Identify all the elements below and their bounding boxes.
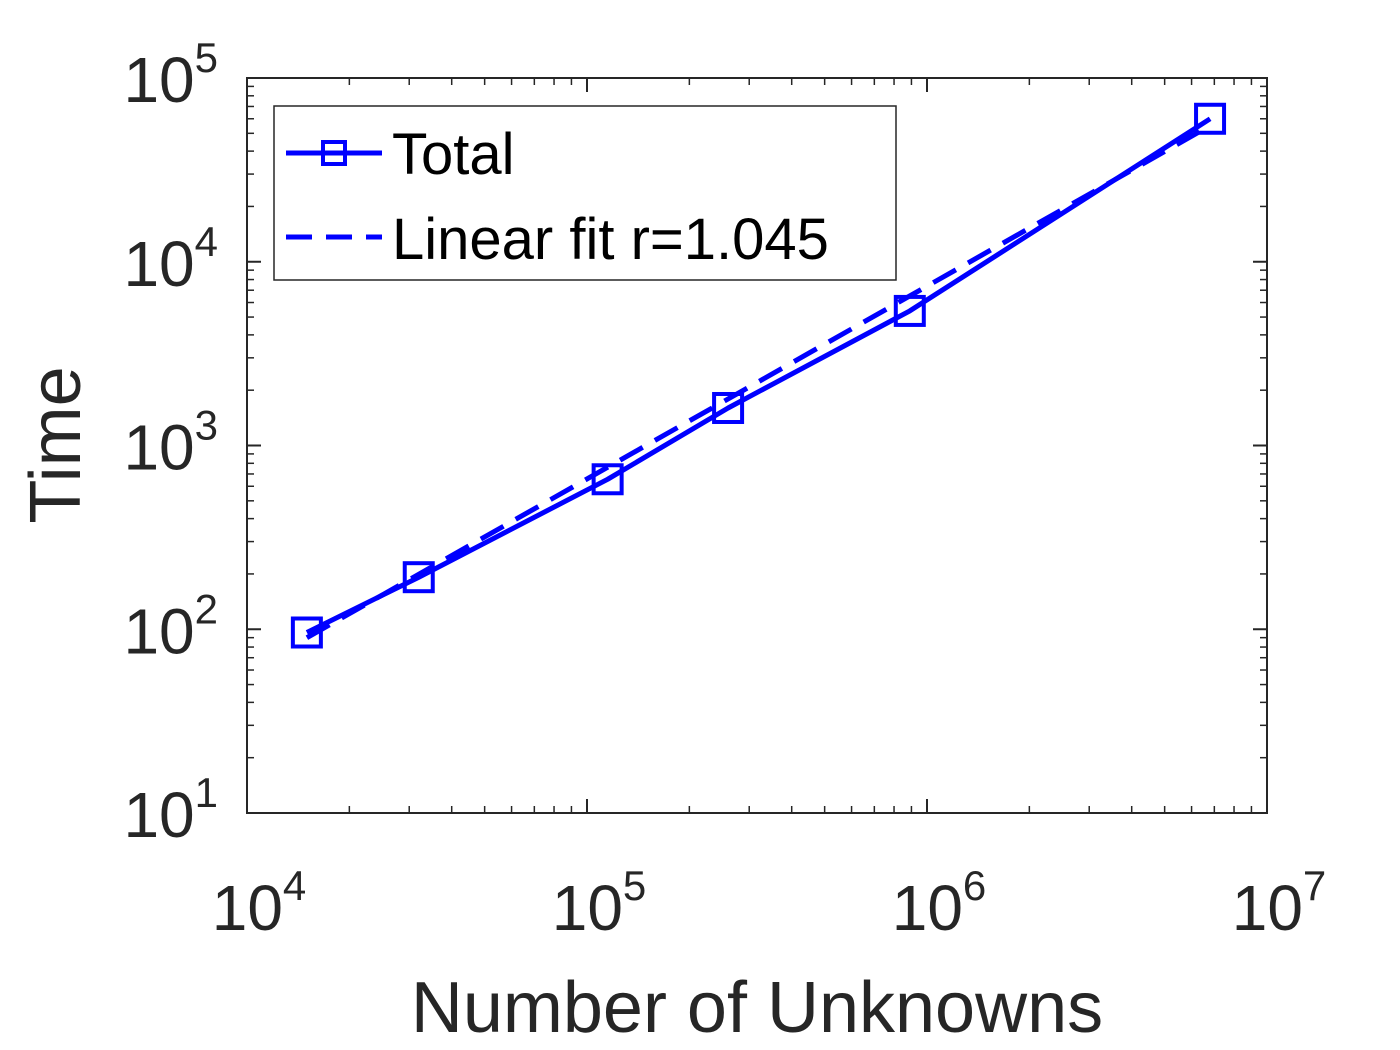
x-tick-label: 104 xyxy=(212,862,307,944)
y-axis-label: Time xyxy=(16,366,96,523)
y-tick-label: 104 xyxy=(123,218,218,300)
x-tick-labels: 104 105 106 107 xyxy=(212,862,1327,944)
series-total-line xyxy=(305,116,1212,635)
series-total-point xyxy=(1194,102,1227,135)
legend-fit-label: Linear fit r=1.045 xyxy=(392,207,829,272)
y-tick-label: 103 xyxy=(123,402,218,484)
legend-total-marker xyxy=(321,140,347,166)
series-total-point xyxy=(712,391,745,424)
x-tick-label: 106 xyxy=(892,862,987,944)
legend-box xyxy=(273,105,897,281)
y-tick-label: 101 xyxy=(123,769,218,851)
series-fit-line xyxy=(305,123,1212,640)
major-ticks xyxy=(246,77,1268,814)
series-layer xyxy=(290,102,1227,649)
legend-total-label: Total xyxy=(392,122,515,187)
minor-ticks xyxy=(247,78,1267,813)
y-tick-label: 102 xyxy=(123,585,218,667)
series-total-point xyxy=(402,561,435,594)
x-tick-label: 105 xyxy=(552,862,647,944)
legend: Total Linear fit r=1.045 xyxy=(273,105,897,281)
y-tick-label: 105 xyxy=(123,34,218,116)
y-tick-labels: 101 102 103 104 105 xyxy=(123,34,218,851)
x-tick-label: 107 xyxy=(1232,862,1327,944)
x-axis-label: Number of Unknowns xyxy=(411,968,1103,1048)
series-total-point xyxy=(591,463,624,496)
